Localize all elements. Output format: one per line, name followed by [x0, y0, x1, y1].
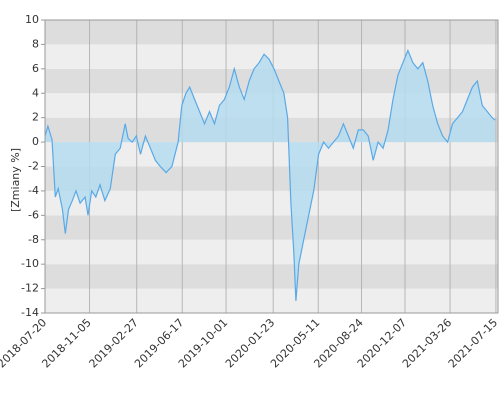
y-tick-label: -4 — [28, 184, 39, 197]
y-tick-label: 0 — [32, 135, 39, 148]
band — [45, 215, 498, 240]
band — [45, 288, 498, 313]
y-tick-label: -8 — [28, 233, 39, 246]
y-tick-label: 2 — [32, 111, 39, 124]
y-tick-label: 6 — [32, 62, 39, 75]
y-tick-label: -10 — [21, 257, 39, 270]
band — [45, 166, 498, 191]
x-tick-label: 2021-07-15 — [446, 316, 500, 370]
band — [45, 190, 498, 216]
y-tick-label: -6 — [28, 208, 39, 221]
y-tick-label: -12 — [21, 282, 39, 295]
y-axis-label: [Zmiany %] — [9, 148, 22, 212]
y-tick-label: 10 — [25, 13, 39, 26]
y-tick-label: 8 — [32, 37, 39, 50]
band — [45, 264, 498, 289]
plot-frame — [44, 19, 499, 314]
y-tick-label: -2 — [28, 160, 39, 173]
y-tick-label: 4 — [32, 86, 39, 99]
y-tick-label: -14 — [21, 306, 39, 319]
band — [45, 239, 498, 265]
line — [44, 48, 496, 301]
band — [45, 20, 498, 45]
area — [45, 50, 496, 301]
